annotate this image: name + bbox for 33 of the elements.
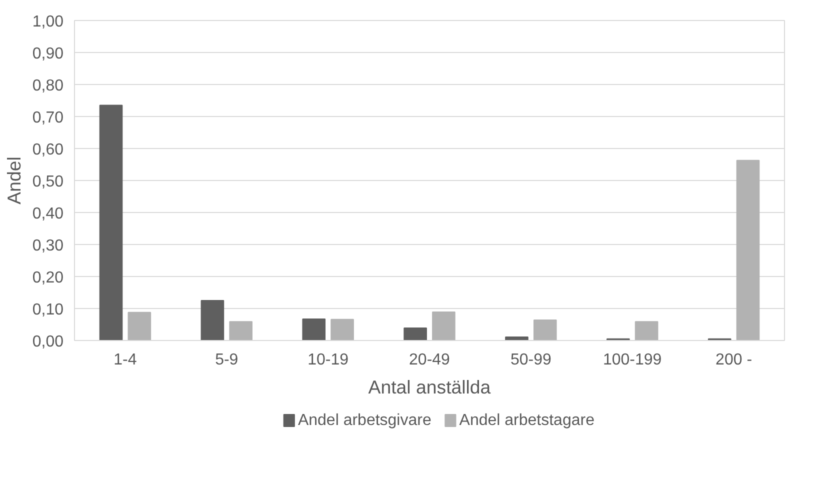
- y-tick-label: 1,00: [32, 14, 64, 30]
- x-tick-label: 50-99: [510, 352, 552, 368]
- bar: [533, 320, 557, 340]
- y-tick-label: 0,90: [32, 46, 64, 62]
- bar: [229, 321, 252, 340]
- bar: [634, 321, 658, 340]
- x-axis-title: Antal anställda: [368, 376, 492, 398]
- bar: [330, 318, 354, 340]
- x-tick-label: 1-4: [114, 352, 137, 368]
- legend-label: Andel arbetsgivare: [298, 412, 432, 429]
- y-tick-label: 0,10: [32, 302, 64, 318]
- y-axis-title: Andel: [3, 156, 24, 204]
- y-tick-label: 0,50: [32, 174, 64, 190]
- bar: [99, 104, 123, 340]
- legend-label: Andel arbetstagare: [459, 412, 595, 429]
- bar: [128, 312, 152, 340]
- bar: [200, 300, 224, 340]
- y-tick-label: 0,20: [32, 270, 64, 286]
- x-tick-label: 20-49: [409, 352, 450, 368]
- x-tick-label: 200 -: [716, 352, 752, 368]
- y-tick-label: 0,60: [32, 142, 64, 158]
- y-tick-label: 0,40: [32, 206, 64, 222]
- y-tick-label: 0,70: [32, 110, 64, 126]
- y-tick-label: 0,80: [32, 78, 64, 94]
- bar: [736, 160, 760, 340]
- x-tick-label: 5-9: [215, 352, 238, 368]
- bar: [302, 318, 326, 340]
- y-tick-label: 0,30: [32, 238, 64, 254]
- bar: [432, 312, 456, 340]
- x-tick-label: 100-199: [603, 352, 662, 368]
- x-tick-label: 10-19: [308, 352, 349, 368]
- bar: [404, 328, 427, 340]
- y-tick-label: 0,00: [32, 334, 64, 350]
